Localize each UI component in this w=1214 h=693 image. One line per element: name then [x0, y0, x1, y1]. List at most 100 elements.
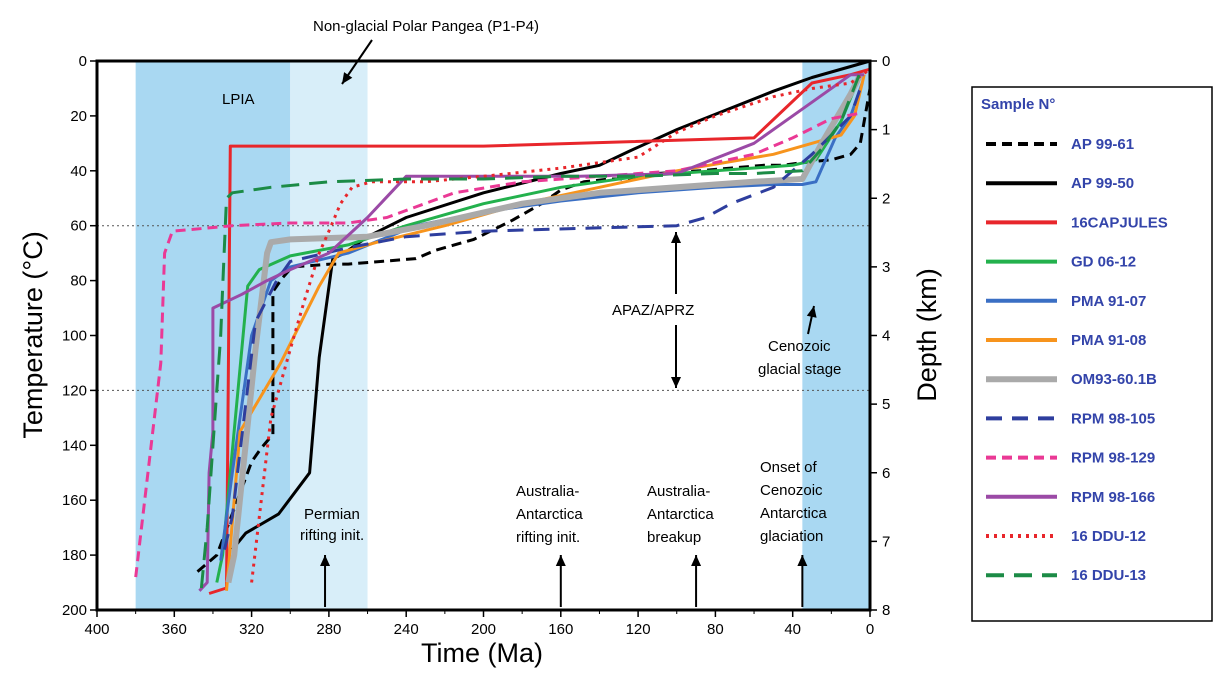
x-tick-label: 320 [239, 621, 264, 638]
y2-tick-label: 4 [882, 328, 890, 345]
legend-item: 16 DDU-12 [986, 528, 1146, 545]
legend-label: AP 99-50 [1071, 175, 1134, 192]
series-ap-99-61 [196, 88, 872, 573]
legend-item: OM93-60.1B [986, 371, 1157, 388]
x-tick-label: 400 [84, 621, 109, 638]
x-tick-label: 360 [162, 621, 187, 638]
y-axis-left: 0 20 40 60 80 100 120 140 160 180 200 [62, 53, 97, 619]
legend-label: AP 99-61 [1071, 136, 1134, 153]
y-tick-label: 60 [70, 218, 87, 235]
legend-label: 16CAPJULES [1071, 214, 1168, 231]
y2-tick-label: 2 [882, 190, 890, 207]
legend-label: PMA 91-07 [1071, 293, 1146, 310]
y-axis-right: 0 1 2 3 4 5 6 7 8 [870, 53, 890, 619]
arrow-permian-rifting [320, 555, 331, 607]
legend-item: RPM 98-105 [986, 410, 1155, 427]
legend-item: PMA 91-07 [986, 293, 1146, 310]
annotation-aa-rift-3: rifting init. [516, 529, 580, 546]
legend-items: AP 99-61 AP 99-50 16CAPJULES GD 06-12 PMA 91… [986, 136, 1168, 584]
legend-item: 16CAPJULES [986, 214, 1168, 231]
legend-label: RPM 98-129 [1071, 450, 1155, 467]
arrow-non-glacial [341, 39, 373, 85]
annotation-cenozoic-glacial-1: Cenozoic [768, 338, 831, 355]
reference-lines [97, 225, 870, 391]
series-layer [134, 59, 872, 595]
legend-item: AP 99-50 [986, 175, 1134, 192]
arrow-onset-glaciation [797, 555, 808, 607]
legend-item: AP 99-61 [986, 136, 1134, 153]
legend-item: RPM 98-129 [986, 450, 1155, 467]
annotation-non-glacial: Non-glacial Polar Pangea (P1-P4) [313, 18, 539, 35]
annotation-aa-rift-2: Antarctica [516, 506, 583, 523]
region-non-glacial [290, 61, 368, 610]
x-tick-label: 160 [548, 621, 573, 638]
annotation-aa-break-3: breakup [647, 529, 701, 546]
y-tick-label: 200 [62, 602, 87, 619]
x-tick-label: 200 [471, 621, 496, 638]
legend-item: RPM 98-166 [986, 489, 1155, 506]
arrow-cenozoic-glacial [806, 305, 817, 335]
x-tick-label: 120 [626, 621, 651, 638]
y2-tick-label: 3 [882, 259, 890, 276]
legend-label: GD 06-12 [1071, 254, 1136, 271]
annotation-onset-4: glaciation [760, 528, 823, 545]
y2-tick-label: 6 [882, 465, 890, 482]
series-16capjules [208, 67, 871, 595]
legend: Sample N° AP 99-61 AP 99-50 16CAPJULES GD 0… [971, 86, 1213, 622]
annotation-cenozoic-glacial-2: glacial stage [758, 361, 841, 378]
annotation-onset-3: Antarctica [760, 505, 827, 522]
x-axis-title: Time (Ma) [421, 638, 543, 668]
arrow-apaz-down [671, 325, 681, 388]
annotation-onset-2: Cenozoic [760, 482, 823, 499]
y2-tick-label: 1 [882, 122, 890, 139]
y2-tick-label: 7 [882, 533, 890, 550]
arrow-apaz-up [671, 232, 681, 294]
legend-title: Sample N° [981, 96, 1055, 113]
annotations: Non-glacial Polar Pangea (P1-P4) LPIA AP… [222, 18, 841, 546]
arrow-aa-rifting [555, 555, 566, 607]
arrow-aa-breakup [691, 555, 702, 607]
y-tick-label: 180 [62, 547, 87, 564]
series-gd-06-12 [215, 74, 862, 583]
annotation-aa-break-1: Australia- [647, 483, 710, 500]
series-16-ddu-12 [250, 67, 871, 583]
y2-tick-label: 5 [882, 396, 890, 413]
legend-label: PMA 91-08 [1071, 332, 1146, 349]
y2-axis-title: Depth (km) [912, 268, 942, 402]
y-tick-label: 80 [70, 273, 87, 290]
y2-tick-label: 8 [882, 602, 890, 619]
annotation-onset-1: Onset of [760, 459, 818, 476]
series-16-ddu-13 [199, 71, 862, 589]
series-ap-99-50 [231, 59, 871, 551]
y-axis-title: Temperature (°C) [18, 231, 48, 438]
x-tick-label: 80 [707, 621, 724, 638]
legend-item: GD 06-12 [986, 254, 1136, 271]
series-rpm-98-129 [134, 111, 861, 578]
x-tick-label: 280 [316, 621, 341, 638]
y-tick-label: 140 [62, 437, 87, 454]
y-tick-label: 100 [62, 328, 87, 345]
x-axis: 400 360 320 280 240 200 160 120 80 40 0 [84, 610, 874, 638]
legend-box [971, 86, 1213, 622]
annotation-arrows [320, 39, 817, 607]
x-tick-label: 0 [866, 621, 874, 638]
y-tick-label: 20 [70, 108, 87, 125]
legend-label: 16 DDU-12 [1071, 528, 1146, 545]
annotation-lpia: LPIA [222, 91, 255, 108]
y2-tick-label: 0 [882, 53, 890, 70]
legend-label: 16 DDU-13 [1071, 567, 1146, 584]
annotation-apaz: APAZ/APRZ [612, 302, 694, 319]
annotation-permian-1: Permian [304, 506, 360, 523]
legend-item: PMA 91-08 [986, 332, 1146, 349]
annotation-aa-rift-1: Australia- [516, 483, 579, 500]
legend-item: 16 DDU-13 [986, 567, 1146, 584]
annotation-permian-2: rifting init. [300, 527, 364, 544]
annotation-aa-break-2: Antarctica [647, 506, 714, 523]
legend-label: RPM 98-105 [1071, 410, 1155, 427]
y-tick-label: 0 [79, 53, 87, 70]
legend-label: OM93-60.1B [1071, 371, 1157, 388]
y-tick-label: 120 [62, 382, 87, 399]
y-tick-label: 160 [62, 492, 87, 509]
legend-label: RPM 98-166 [1071, 489, 1155, 506]
